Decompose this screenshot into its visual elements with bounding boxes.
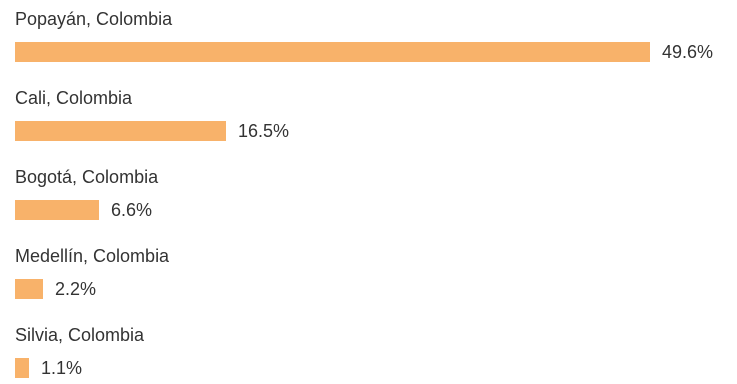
bar xyxy=(15,121,226,141)
bar-row: Popayán, Colombia 49.6% xyxy=(15,8,730,68)
value-label: 2.2% xyxy=(55,279,97,299)
value-label: 16.5% xyxy=(238,121,290,141)
bar-row: Bogotá, Colombia 6.6% xyxy=(15,166,730,226)
bar-row: Cali, Colombia 16.5% xyxy=(15,87,730,147)
category-label: Cali, Colombia xyxy=(15,88,133,108)
bar-row: Medellín, Colombia 2.2% xyxy=(15,245,730,305)
bar xyxy=(15,358,29,378)
value-label: 1.1% xyxy=(41,358,83,378)
value-label: 6.6% xyxy=(111,200,153,220)
category-label: Medellín, Colombia xyxy=(15,246,170,266)
bar xyxy=(15,200,99,220)
bar xyxy=(15,279,43,299)
category-label: Popayán, Colombia xyxy=(15,9,173,29)
bar xyxy=(15,42,650,62)
category-label: Silvia, Colombia xyxy=(15,325,145,345)
category-label: Bogotá, Colombia xyxy=(15,167,159,187)
bar-row: Silvia, Colombia 1.1% xyxy=(15,324,730,384)
value-label: 49.6% xyxy=(662,42,714,62)
